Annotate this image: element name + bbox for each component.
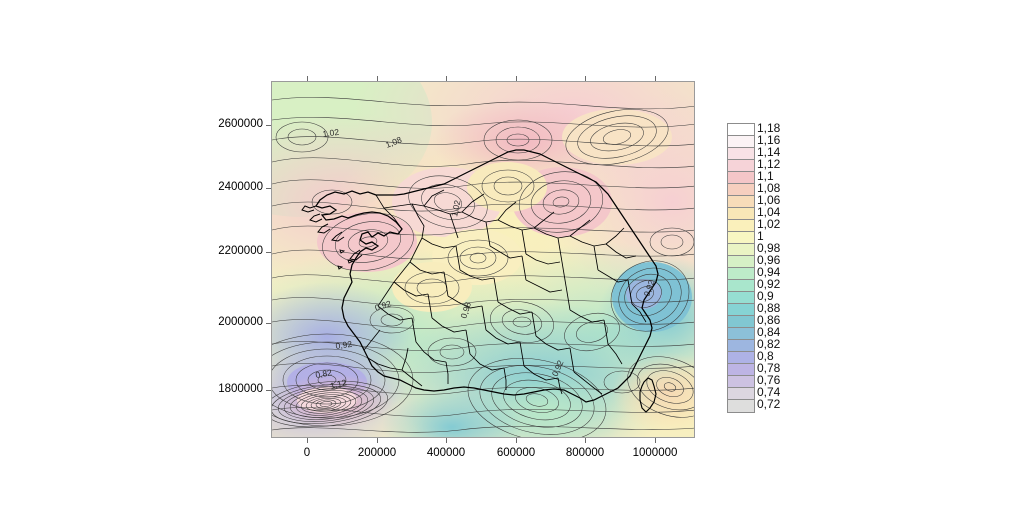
legend-band-label: 0,84 [757, 325, 781, 339]
legend-band [728, 184, 754, 196]
y-axis-tick-label: 2000000 [218, 316, 263, 328]
x-axis-tick-label: 0 [303, 447, 311, 459]
legend-band [728, 268, 754, 280]
legend-band-label: 0,8 [757, 349, 774, 363]
y-tick-2600000 [266, 125, 271, 126]
legend-band-label: 1,08 [757, 181, 781, 195]
legend-band-label: 0,98 [757, 241, 781, 255]
legend-band [728, 232, 754, 244]
y-axis-tick-label: 2400000 [218, 181, 263, 193]
legend-band [728, 244, 754, 256]
y-axis-tick-label: 1800000 [218, 383, 263, 395]
contour-labels: 1,02 1,08 1,02 0,92 0,98 0,92 0,82 1,12 … [315, 127, 657, 391]
legend-band-label: 0,78 [757, 361, 781, 375]
legend-band [728, 316, 754, 328]
legend-band-label: 1,06 [757, 193, 781, 207]
svg-text:0,92: 0,92 [374, 298, 393, 313]
y-axis-tick-label: 2600000 [218, 118, 263, 130]
legend-band [728, 304, 754, 316]
x-axis-tick-label: 200000 [357, 447, 397, 459]
svg-text:1,02: 1,02 [322, 127, 340, 139]
legend-band [728, 196, 754, 208]
x-tick-200000 [377, 438, 378, 443]
x-tick-top-400000 [446, 76, 447, 81]
legend-band [728, 280, 754, 292]
x-axis-tick-label: 800000 [565, 447, 605, 459]
legend-band-label: 0,96 [757, 253, 781, 267]
legend-band [728, 124, 754, 136]
legend-band-label: 1,16 [757, 133, 781, 147]
legend-band-label: 0,9 [757, 289, 774, 303]
y-tick-1800000 [266, 390, 271, 391]
y-tick-2000000 [266, 323, 271, 324]
legend-band [728, 160, 754, 172]
svg-text:0,98: 0,98 [458, 301, 473, 320]
legend-band [728, 220, 754, 232]
legend-color-bar [727, 123, 755, 413]
x-axis-tick-label: 400000 [426, 447, 466, 459]
legend-band-label: 0,82 [757, 337, 781, 351]
contour-map-svg: 1,02 1,08 1,02 0,92 0,98 0,92 0,82 1,12 … [272, 82, 694, 437]
y-tick-2200000 [266, 252, 271, 253]
svg-text:1,02: 1,02 [449, 199, 462, 218]
legend-band-label: 0,72 [757, 397, 781, 411]
y-tick-2400000 [266, 188, 271, 189]
contour-lines [272, 97, 694, 437]
y-axis-tick-label: 2200000 [218, 245, 263, 257]
legend-band-label: 1,12 [757, 157, 781, 171]
x-tick-top-1000000 [655, 76, 656, 81]
x-tick-top-600000 [516, 76, 517, 81]
svg-text:0,92: 0,92 [335, 339, 353, 351]
legend-band-label: 1,1 [757, 169, 774, 183]
x-tick-top-200000 [377, 76, 378, 81]
legend-band-label: 0,86 [757, 313, 781, 327]
svg-text:1,12: 1,12 [329, 377, 348, 391]
legend-band-label: 0,92 [757, 277, 781, 291]
x-axis-tick-label: 600000 [496, 447, 536, 459]
x-tick-600000 [516, 438, 517, 443]
legend-band [728, 364, 754, 376]
legend-band [728, 136, 754, 148]
france-boundaries [301, 149, 659, 413]
legend-band [728, 376, 754, 388]
legend-band [728, 340, 754, 352]
legend-band [728, 388, 754, 400]
legend-band-label: 0,94 [757, 265, 781, 279]
color-legend: 1,18 1,16 1,14 1,12 1,1 1,08 1,06 1,04 1,02 1 0,98… [714, 118, 834, 414]
x-axis-tick-label: 1000000 [632, 447, 678, 459]
legend-band [728, 400, 754, 412]
legend-band-label: 0,74 [757, 385, 781, 399]
legend-band [728, 292, 754, 304]
x-tick-top-0 [307, 76, 308, 81]
x-tick-top-800000 [585, 76, 586, 81]
legend-band-label: 1,14 [757, 145, 781, 159]
map-plot-area: 1,02 1,08 1,02 0,92 0,98 0,92 0,82 1,12 … [266, 76, 695, 443]
x-tick-0 [307, 438, 308, 443]
x-tick-400000 [446, 438, 447, 443]
legend-band-label: 1,02 [757, 217, 781, 231]
legend-band [728, 208, 754, 220]
x-tick-800000 [585, 438, 586, 443]
legend-band [728, 148, 754, 160]
x-tick-1000000 [655, 438, 656, 443]
legend-band-label: 0,76 [757, 373, 781, 387]
legend-band-label: 1,04 [757, 205, 781, 219]
legend-band [728, 352, 754, 364]
legend-band-label: 1 [757, 229, 764, 243]
legend-band [728, 172, 754, 184]
legend-band-label: 1,18 [757, 121, 781, 135]
legend-band [728, 256, 754, 268]
legend-band [728, 328, 754, 340]
map-frame: 1,02 1,08 1,02 0,92 0,98 0,92 0,82 1,12 … [271, 81, 695, 438]
legend-band-label: 0,88 [757, 301, 781, 315]
svg-text:0,82: 0,82 [315, 367, 333, 380]
